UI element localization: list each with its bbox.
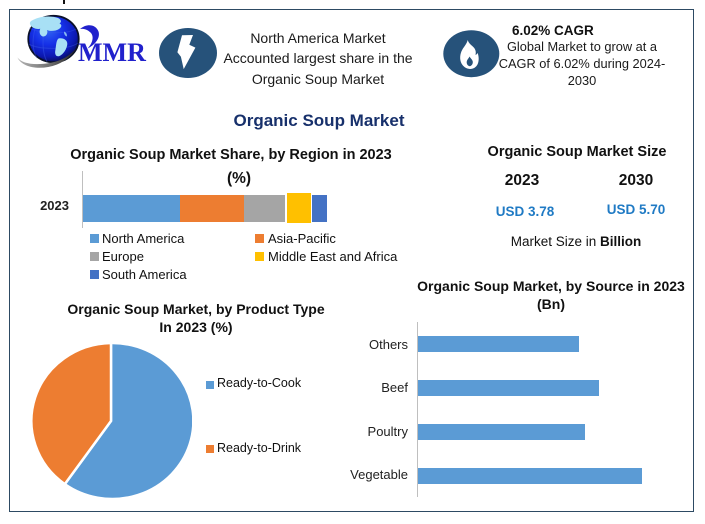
svg-text:MMR: MMR <box>78 38 146 67</box>
